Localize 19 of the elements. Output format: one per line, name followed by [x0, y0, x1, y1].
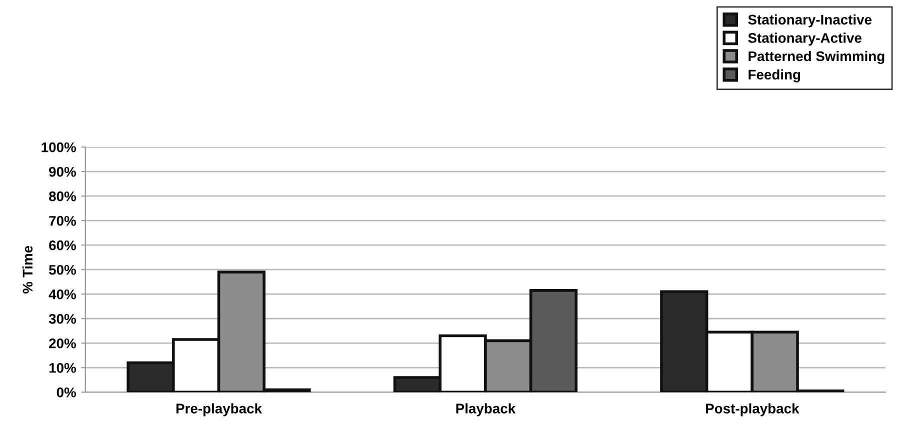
y-tick-label: 20%: [49, 338, 76, 348]
x-tick-label: Post-playback: [706, 403, 800, 416]
y-tick-label: 50%: [49, 264, 76, 275]
legend-label: Stationary-Inactive: [748, 14, 872, 28]
y-tick-label: 30%: [48, 314, 76, 324]
y-tick-label: 10%: [49, 362, 76, 373]
y-tick-label: 60%: [49, 240, 76, 250]
y-axis-title: % Time: [22, 246, 33, 294]
y-tick-label: 100%: [42, 142, 76, 152]
x-tick-label: Playback: [456, 403, 516, 416]
legend-label: Stationary-Active: [748, 32, 862, 46]
y-tick-label: 40%: [48, 289, 76, 300]
legend-label: Feeding: [748, 69, 800, 82]
y-tick-label: 80%: [49, 191, 76, 202]
x-tick-label: Pre-playback: [176, 403, 262, 416]
y-tick-label: 0%: [56, 387, 76, 398]
y-tick-label: 70%: [49, 216, 76, 226]
y-tick-label: 90%: [49, 166, 76, 177]
legend-label: Patterned Swimming: [748, 50, 884, 64]
